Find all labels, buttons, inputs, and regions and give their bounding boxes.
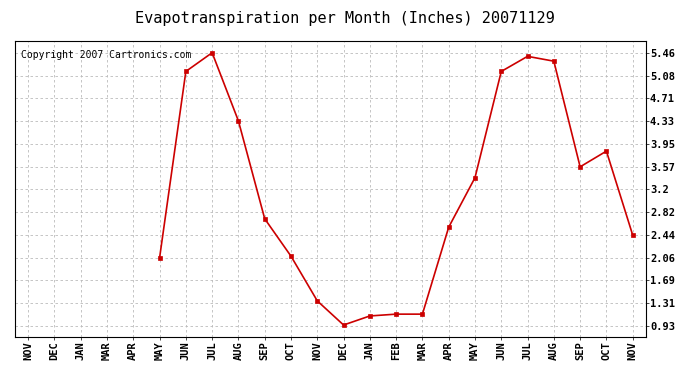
Text: Evapotranspiration per Month (Inches) 20071129: Evapotranspiration per Month (Inches) 20…: [135, 11, 555, 26]
Text: Copyright 2007 Cartronics.com: Copyright 2007 Cartronics.com: [21, 50, 192, 60]
